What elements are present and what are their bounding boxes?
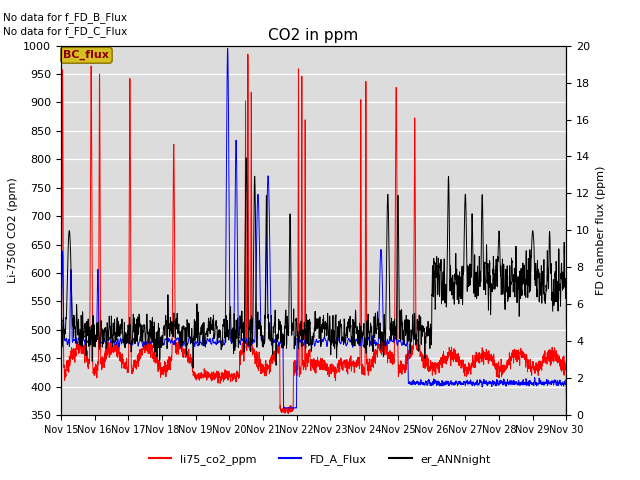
Y-axis label: FD chamber flux (ppm): FD chamber flux (ppm) xyxy=(596,166,606,295)
Text: BC_flux: BC_flux xyxy=(63,50,109,60)
Text: No data for f_FD_B_Flux: No data for f_FD_B_Flux xyxy=(3,12,127,23)
Legend: li75_co2_ppm, FD_A_Flux, er_ANNnight: li75_co2_ppm, FD_A_Flux, er_ANNnight xyxy=(145,450,495,469)
Text: No data for f_FD_C_Flux: No data for f_FD_C_Flux xyxy=(3,26,127,37)
Title: CO2 in ppm: CO2 in ppm xyxy=(268,28,359,43)
Y-axis label: Li-7500 CO2 (ppm): Li-7500 CO2 (ppm) xyxy=(8,178,17,283)
